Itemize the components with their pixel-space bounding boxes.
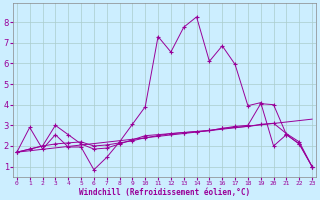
- X-axis label: Windchill (Refroidissement éolien,°C): Windchill (Refroidissement éolien,°C): [79, 188, 250, 197]
